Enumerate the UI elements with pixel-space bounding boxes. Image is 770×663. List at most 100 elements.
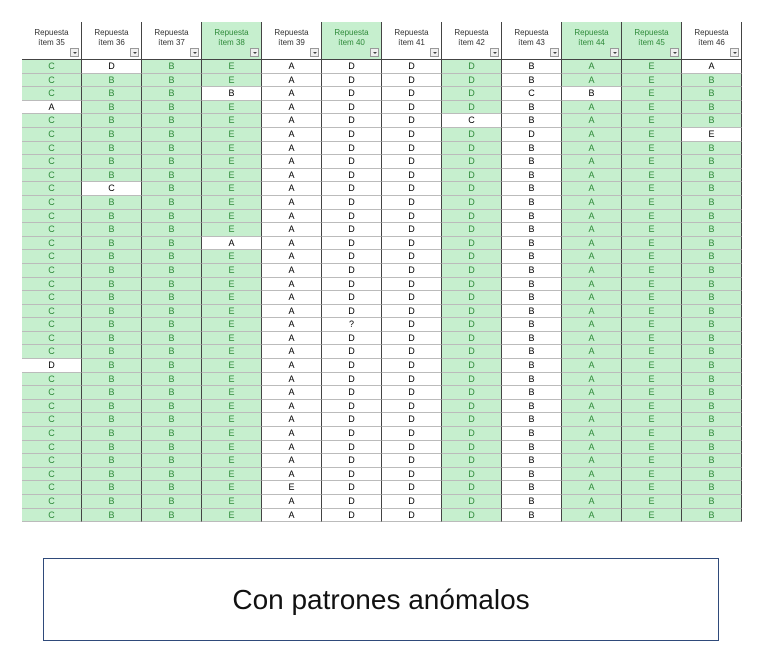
- cell: A: [562, 413, 622, 428]
- cell: E: [262, 481, 322, 495]
- filter-button[interactable]: [190, 48, 199, 57]
- filter-button[interactable]: [730, 48, 739, 57]
- cell: D: [442, 345, 502, 360]
- cell: E: [202, 454, 262, 468]
- column-header: Repuesta ítem 40: [322, 22, 382, 60]
- cell: A: [562, 73, 622, 88]
- cell: E: [622, 73, 682, 88]
- cell: B: [82, 386, 142, 400]
- cell: B: [682, 467, 742, 482]
- cell: B: [682, 413, 742, 428]
- column-header: Repuesta ítem 44: [562, 22, 622, 60]
- cell: B: [142, 114, 202, 128]
- cell: B: [502, 345, 562, 360]
- header-text: Repuesta: [214, 28, 249, 37]
- header-text: Repuesta: [574, 28, 609, 37]
- filter-button[interactable]: [430, 48, 439, 57]
- cell: B: [82, 304, 142, 319]
- cell: D: [442, 331, 502, 346]
- filter-button[interactable]: [250, 48, 259, 57]
- cell: E: [202, 386, 262, 400]
- filter-button[interactable]: [610, 48, 619, 57]
- cell: E: [622, 223, 682, 237]
- cell: B: [562, 87, 622, 101]
- cell: D: [442, 508, 502, 523]
- cell: B: [142, 223, 202, 237]
- cell: A: [562, 263, 622, 278]
- cell: E: [202, 413, 262, 428]
- cell: A: [562, 291, 622, 305]
- filter-button[interactable]: [670, 48, 679, 57]
- cell: C: [22, 209, 82, 224]
- cell: B: [682, 386, 742, 400]
- cell: B: [82, 155, 142, 169]
- cell: C: [22, 195, 82, 210]
- cell: B: [682, 277, 742, 292]
- cell: C: [22, 454, 82, 468]
- header-text: Repuesta: [694, 28, 729, 37]
- cell: D: [442, 372, 502, 387]
- cell: C: [22, 114, 82, 128]
- cell: D: [382, 73, 442, 88]
- cell: D: [322, 263, 382, 278]
- cell: A: [562, 440, 622, 455]
- cell: C: [22, 495, 82, 509]
- column-header: Repuesta ítem 45: [622, 22, 682, 60]
- filter-button[interactable]: [490, 48, 499, 57]
- cell: E: [622, 291, 682, 305]
- cell: D: [322, 168, 382, 183]
- cell: E: [202, 141, 262, 156]
- cell: A: [262, 73, 322, 88]
- cell: B: [502, 236, 562, 251]
- cell: E: [622, 209, 682, 224]
- cell: A: [262, 386, 322, 400]
- cell: D: [322, 413, 382, 428]
- cell: E: [202, 73, 262, 88]
- cell: E: [202, 223, 262, 237]
- cell: D: [382, 331, 442, 346]
- cell: B: [82, 427, 142, 441]
- cell: D: [382, 263, 442, 278]
- filter-button[interactable]: [310, 48, 319, 57]
- cell: C: [22, 304, 82, 319]
- cell: A: [562, 481, 622, 495]
- cell: B: [142, 399, 202, 414]
- cell: A: [262, 141, 322, 156]
- cell: B: [82, 87, 142, 101]
- cell: B: [502, 277, 562, 292]
- cell: D: [322, 291, 382, 305]
- filter-button[interactable]: [550, 48, 559, 57]
- header-text: Repuesta: [394, 28, 429, 37]
- cell: B: [682, 114, 742, 128]
- cell: D: [382, 440, 442, 455]
- cell: A: [562, 155, 622, 169]
- cell: B: [682, 263, 742, 278]
- filter-button[interactable]: [370, 48, 379, 57]
- cell: A: [262, 495, 322, 509]
- cell: D: [322, 495, 382, 509]
- cell: A: [262, 467, 322, 482]
- cell: D: [442, 318, 502, 332]
- cell: D: [322, 427, 382, 441]
- cell: C: [22, 508, 82, 523]
- cell: B: [142, 127, 202, 142]
- cell: E: [202, 127, 262, 142]
- cell: B: [682, 182, 742, 196]
- cell: D: [82, 60, 142, 74]
- header-text: ítem 46: [698, 38, 725, 47]
- cell: B: [502, 250, 562, 264]
- filter-button[interactable]: [70, 48, 79, 57]
- header-text: Repuesta: [454, 28, 489, 37]
- cell: E: [622, 277, 682, 292]
- filter-button[interactable]: [130, 48, 139, 57]
- cell: A: [262, 399, 322, 414]
- cell: C: [22, 277, 82, 292]
- cell: B: [82, 318, 142, 332]
- cell: B: [502, 304, 562, 319]
